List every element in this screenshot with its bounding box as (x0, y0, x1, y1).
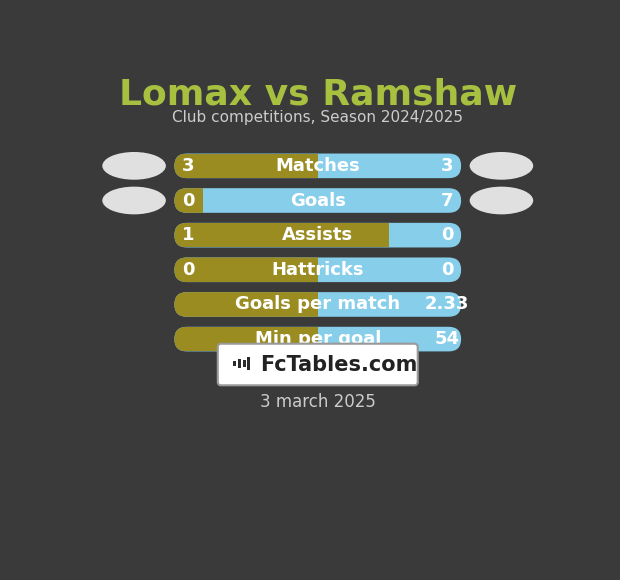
Text: 1: 1 (182, 226, 195, 244)
Text: Goals per match: Goals per match (235, 295, 401, 313)
Bar (174, 223, 389, 248)
Bar (174, 327, 317, 351)
Bar (247, 357, 250, 370)
Ellipse shape (102, 187, 166, 215)
Text: Club competitions, Season 2024/2025: Club competitions, Season 2024/2025 (172, 110, 463, 125)
Text: 0: 0 (182, 261, 195, 279)
FancyBboxPatch shape (174, 188, 461, 213)
Text: 3: 3 (441, 157, 453, 175)
Ellipse shape (470, 152, 533, 180)
Text: Assists: Assists (282, 226, 353, 244)
FancyBboxPatch shape (174, 223, 461, 248)
FancyBboxPatch shape (174, 292, 461, 317)
FancyBboxPatch shape (174, 188, 461, 213)
FancyBboxPatch shape (174, 327, 461, 351)
FancyBboxPatch shape (174, 258, 461, 282)
Text: Matches: Matches (275, 157, 360, 175)
Bar (174, 292, 317, 317)
Bar (242, 360, 246, 367)
FancyBboxPatch shape (218, 344, 418, 385)
FancyBboxPatch shape (174, 154, 461, 178)
Text: 54: 54 (435, 330, 459, 348)
Bar (174, 154, 317, 178)
FancyBboxPatch shape (174, 327, 461, 351)
Ellipse shape (470, 187, 533, 215)
Text: 0: 0 (182, 191, 195, 209)
Text: 0: 0 (441, 261, 453, 279)
Text: Lomax vs Ramshaw: Lomax vs Ramshaw (118, 77, 517, 111)
Bar (233, 361, 236, 367)
FancyBboxPatch shape (174, 258, 461, 282)
Text: 3 march 2025: 3 march 2025 (260, 393, 376, 411)
Bar (174, 188, 203, 213)
Bar (238, 359, 241, 368)
FancyBboxPatch shape (174, 154, 461, 178)
Text: 0: 0 (441, 226, 453, 244)
Text: 3: 3 (182, 157, 195, 175)
Text: FcTables.com: FcTables.com (260, 354, 417, 375)
Text: Goals: Goals (290, 191, 346, 209)
FancyBboxPatch shape (174, 292, 461, 317)
Text: Min per goal: Min per goal (255, 330, 381, 348)
Text: Hattricks: Hattricks (272, 261, 364, 279)
FancyBboxPatch shape (174, 223, 461, 248)
Ellipse shape (102, 152, 166, 180)
Text: 7: 7 (441, 191, 453, 209)
Bar (174, 258, 317, 282)
Text: 2.33: 2.33 (425, 295, 469, 313)
